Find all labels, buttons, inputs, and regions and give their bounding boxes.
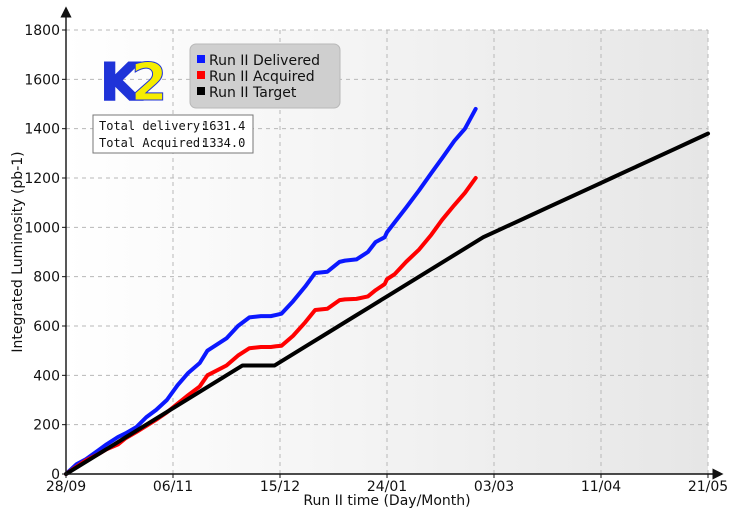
x-tick-label: 15/12 [260,479,300,495]
total-acquired-value: 1334.0 [202,136,245,150]
logo-k-glyph: K [100,53,142,113]
y-tick-label: 400 [33,368,60,384]
legend-swatch [197,55,205,63]
x-tick-label: 24/01 [367,479,407,495]
y-tick-label: 1200 [24,171,60,187]
x-tick-label: 03/03 [474,479,514,495]
legend-label: Run II Delivered [209,53,320,69]
x-axis-label: Run II time (Day/Month) [303,493,470,509]
legend-label: Run II Acquired [209,69,315,85]
y-axis-label: Integrated Luminosity (pb-1) [10,151,26,352]
y-tick-label: 800 [33,270,60,286]
totals-box [92,114,254,154]
y-tick-label: 600 [33,319,60,335]
y-tick-label: 200 [33,418,60,434]
y-tick-label: 0 [51,467,60,483]
legend-box [189,43,341,109]
total-acquired-label: Total Acquired: [99,136,207,150]
y-tick-label: 1600 [24,72,60,88]
totals-panel: Total delivery: 1631.4 Total Acquired: 1… [92,114,254,154]
total-delivery-label: Total delivery: [99,119,207,133]
y-tick-label: 1000 [24,220,60,236]
x-tick-label: 06/11 [153,479,193,495]
y-tick-label: 1800 [24,23,60,39]
legend-label: Run II Target [209,85,297,101]
legend-swatch [197,71,205,79]
logo-2-glyph: 2 [131,53,167,113]
axis-layer: 0 200 400 600 800 1000 1200 1400 1600 1800 28/09 06… [10,6,728,509]
x-tick-label: 28/09 [46,479,86,495]
series-layer [64,106,710,476]
y-tick-label: 1400 [24,122,60,138]
legend-swatch [197,87,205,95]
x-tick-label: 11/04 [581,479,621,495]
total-delivery-value: 1631.4 [202,119,245,133]
x-tick-label: 21/05 [688,479,728,495]
series-line-run-ii-target [64,131,710,476]
experiment-logo-icon: K 2 [99,52,167,114]
series-line-run-ii-delivered [64,106,478,476]
